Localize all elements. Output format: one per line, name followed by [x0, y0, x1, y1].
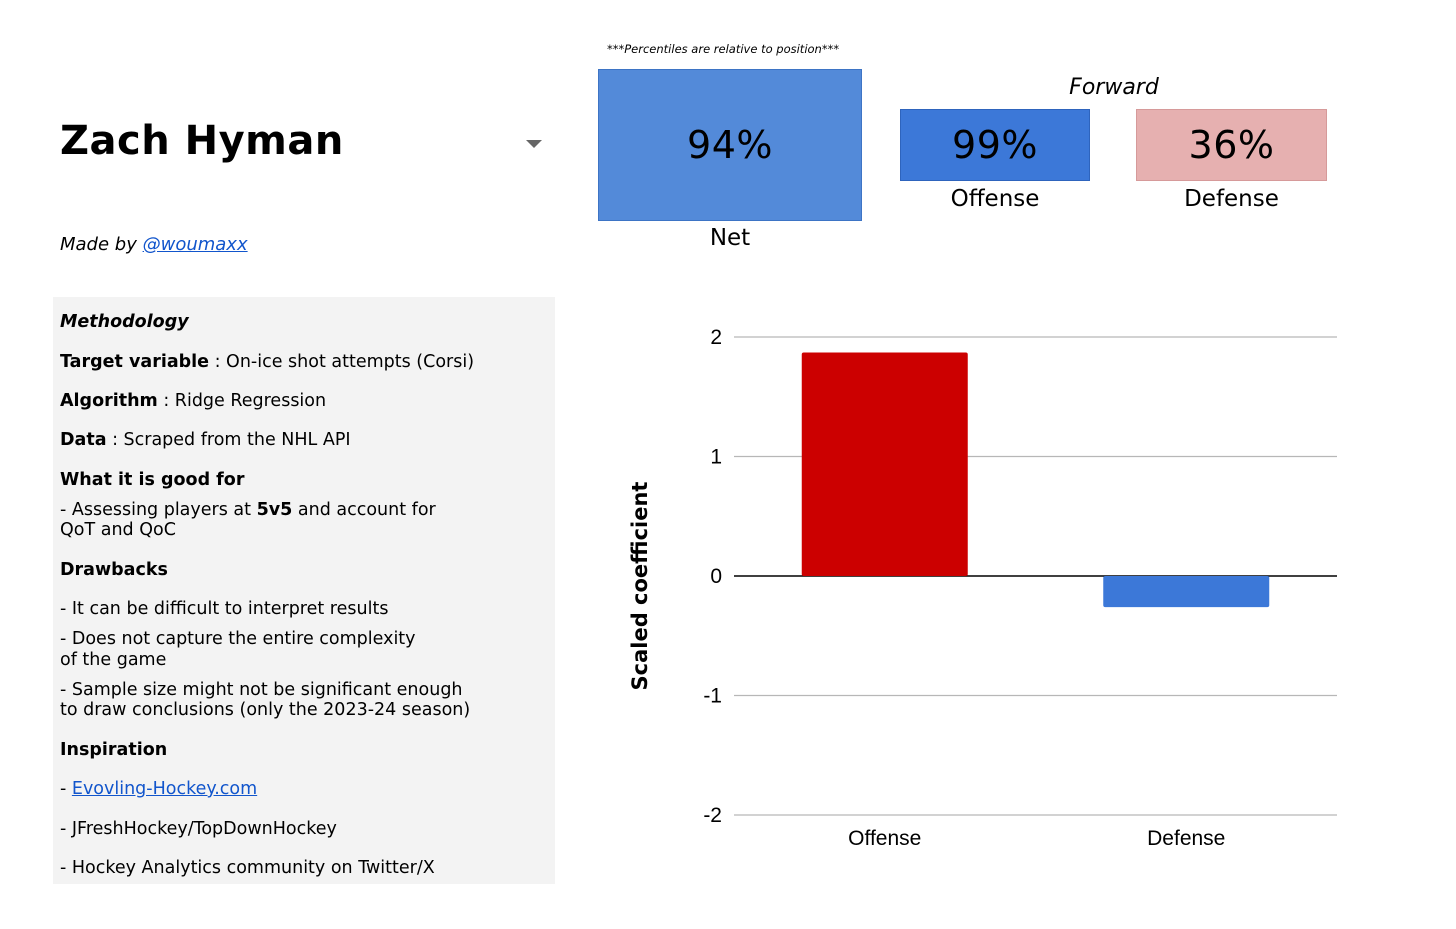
offense-percentile-value: 99%: [952, 123, 1038, 167]
made-by-credit: Made by @woumaxx: [60, 234, 248, 255]
target-variable-row: Target variable : On-ice shot attempts (…: [60, 352, 474, 372]
coefficient-bar-chart: 2 1 0 -1 -2 Offense Defense Scaled coefficient: [628, 326, 1337, 850]
target-variable-value: : On-ice shot attempts (Corsi): [209, 352, 475, 372]
x-category-label: Offense: [848, 827, 921, 850]
defense-percentile-value: 36%: [1188, 123, 1275, 167]
good-for-5v5: 5v5: [256, 500, 293, 520]
good-for-text-post: and account for: [292, 500, 436, 520]
drawback-3-line-2: to draw conclusions (only the 2023-24 se…: [60, 700, 471, 720]
algorithm-key: Algorithm: [60, 391, 158, 411]
good-for-heading: What it is good for: [60, 470, 245, 490]
defense-percentile-label: Defense: [1184, 186, 1279, 212]
inspiration-1: - Evovling-Hockey.com: [60, 779, 257, 799]
drawback-2-line-1: - Does not capture the entire complexity: [60, 629, 416, 649]
data-key: Data: [60, 430, 107, 450]
inspiration-1-prefix: -: [60, 779, 72, 799]
made-by-prefix: Made by: [60, 234, 143, 255]
data-row: Data : Scraped from the NHL API: [60, 430, 351, 450]
y-tick-label: 1: [710, 446, 722, 469]
algorithm-row: Algorithm : Ridge Regression: [60, 391, 326, 411]
drawback-3-line-1: - Sample size might not be significant e…: [60, 680, 463, 700]
net-percentile-box: 94%: [598, 69, 862, 221]
position-label: Forward: [1069, 75, 1159, 100]
net-percentile-label: Net: [709, 225, 751, 251]
inspiration-heading: Inspiration: [60, 740, 168, 760]
defense-percentile-box: 36%: [1136, 109, 1327, 181]
player-name[interactable]: Zach Hyman: [60, 118, 344, 164]
bar-defense: [1103, 576, 1270, 608]
net-percentile-value: 94%: [687, 123, 773, 167]
x-category-label: Defense: [1147, 827, 1225, 850]
offense-percentile-label: Offense: [950, 186, 1040, 212]
bar-offense: [801, 352, 968, 576]
drawback-2-line-2: of the game: [60, 650, 167, 670]
evolving-hockey-link[interactable]: Evovling-Hockey.com: [71, 779, 258, 799]
methodology-panel: Methodology Target variable : On-ice sho…: [53, 297, 555, 884]
inspiration-3: - Hockey Analytics community on Twitter/…: [60, 858, 435, 878]
chart-bars: [801, 352, 1270, 608]
author-handle-link[interactable]: @woumaxx: [142, 234, 248, 255]
drawbacks-heading: Drawbacks: [60, 560, 168, 580]
chevron-down-icon: [526, 140, 542, 148]
data-value: : Scraped from the NHL API: [106, 430, 351, 450]
y-axis-label: Scaled coefficient: [628, 482, 652, 691]
good-for-line-2: QoT and QoC: [60, 520, 176, 540]
good-for-line-1: - Assessing players at 5v5 and account f…: [60, 500, 436, 520]
offense-percentile-box: 99%: [900, 109, 1090, 181]
good-for-text: - Assessing players at: [60, 500, 257, 520]
y-tick-label: 0: [710, 565, 722, 588]
target-variable-key: Target variable: [60, 352, 210, 372]
player-dropdown-button[interactable]: [516, 128, 552, 158]
y-tick-label: -1: [703, 685, 722, 708]
methodology-title: Methodology: [60, 312, 189, 332]
drawback-1: - It can be difficult to interpret resul…: [60, 599, 389, 619]
y-tick-label: -2: [703, 804, 722, 827]
inspiration-2: - JFreshHockey/TopDownHockey: [60, 819, 337, 839]
y-tick-label: 2: [710, 326, 722, 349]
algorithm-value: : Ridge Regression: [157, 391, 327, 411]
chart-labels: 2 1 0 -1 -2 Offense Defense Scaled coefficient: [628, 326, 1225, 850]
percentile-note: ***Percentiles are relative to position*…: [607, 42, 840, 56]
